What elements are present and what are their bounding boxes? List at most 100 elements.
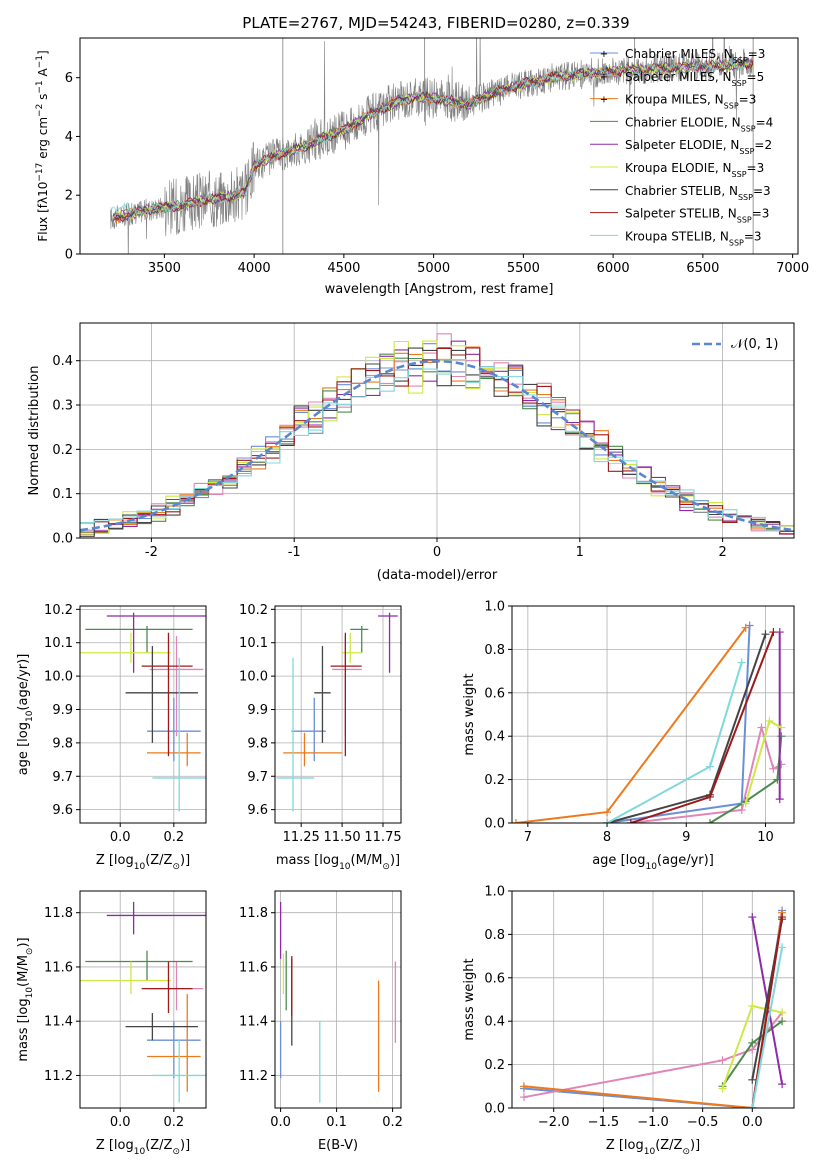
y-tick-label: 11.6 <box>239 960 268 975</box>
x-tick-label: 4000 <box>238 261 271 276</box>
label-part: 10 <box>134 862 146 872</box>
series-chabrier-stelib <box>748 915 787 1084</box>
series-marker <box>769 764 778 773</box>
x-tick-label: -1 <box>288 545 301 560</box>
label-part: ⊙ <box>172 862 180 872</box>
axes-frame <box>274 605 402 824</box>
y-axis-label: mass weight <box>462 958 477 1040</box>
errorbar-kroupa-miles <box>147 732 201 767</box>
y-axis-label: mass weight <box>462 673 477 755</box>
label-part: )] <box>16 937 31 947</box>
label-part: s <box>36 94 50 104</box>
label-part: A <box>36 68 50 81</box>
y-tick-label: 10.2 <box>44 603 73 618</box>
series-salpeter-stelib <box>626 628 778 823</box>
y-tick-label: 10.2 <box>239 603 268 618</box>
plot-area <box>519 906 787 1108</box>
y-tick-label: 0.4 <box>52 354 73 369</box>
plot-area <box>110 38 754 254</box>
y-tick-label: 0.2 <box>484 773 505 788</box>
label-part: ⊙ <box>172 1147 180 1157</box>
label-part: λ <box>36 197 50 204</box>
legend-label: Chabrier MILES, NSSP=3 <box>625 47 765 65</box>
y-tick-label: 9.9 <box>247 703 268 718</box>
series-marker <box>748 913 757 922</box>
errorbar-chabrier-miles <box>291 697 326 762</box>
label-part: 10 <box>25 987 35 999</box>
label-part: (Z/Z <box>145 1138 172 1153</box>
y-tick-label: 11.8 <box>239 906 268 921</box>
x-tick-label: −1.0 <box>637 1115 669 1130</box>
series-marker <box>603 808 612 817</box>
x-tick-label: −1.5 <box>588 1115 620 1130</box>
series-kroupa-elodie <box>741 717 786 808</box>
axes-frame <box>79 890 207 1109</box>
label-part: 10 <box>644 1147 656 1157</box>
x-tick-label: 0.0 <box>110 830 131 845</box>
legend-label: Kroupa ELODIE, NSSP=3 <box>625 161 764 179</box>
series-marker <box>745 621 754 630</box>
errorbar-kroupa-stelib <box>276 657 315 812</box>
series-chabrier-miles <box>603 621 754 823</box>
legend-count: =3 <box>739 93 757 107</box>
y-tick-label: 2 <box>65 189 73 204</box>
axes-mass_weight_vs_Z: −2.0 −1.5 −1.0 −0.5 0.0 0.0 0.2 0.4 0.6 0.8 1.0 Z [… <box>462 885 795 1157</box>
y-tick-label: 0.8 <box>484 643 505 658</box>
legend-sub: SSP <box>741 124 756 133</box>
legend-sub: SSP <box>724 101 739 110</box>
legend-sub: SSP <box>732 78 747 87</box>
y-tick-label: 9.8 <box>247 736 268 751</box>
x-axis-label: Z [log10(Z/Z⊙)] <box>96 853 190 872</box>
series-marker <box>741 799 750 808</box>
axes-frame <box>79 605 207 824</box>
errorbar-salpeter-miles <box>149 961 204 1011</box>
label-part: (age/yr)] <box>16 654 31 711</box>
errorbar-kroupa-miles <box>283 732 343 767</box>
errorbar-chabrier-miles <box>147 697 201 762</box>
legend-label: Chabrier ELODIE, NSSP=4 <box>625 115 773 132</box>
legend-count: =3 <box>752 207 770 221</box>
label-part: −1 <box>35 80 45 93</box>
x-tick-label: 6500 <box>686 261 719 276</box>
errorbar-salpeter-miles <box>332 636 362 737</box>
model-spectrum-kroupa-stelib <box>110 57 753 217</box>
x-tick-label: 3500 <box>148 261 181 276</box>
label-part: 10 <box>25 710 35 722</box>
y-tick-label: 0.2 <box>52 443 73 458</box>
legend-count: =3 <box>744 229 762 243</box>
series-marker <box>748 1002 757 1011</box>
label-part: ] <box>36 50 50 55</box>
series-line <box>630 631 775 823</box>
series-marker <box>777 723 786 732</box>
x-axis-label: mass [log10(M/M⊙)] <box>276 853 400 872</box>
legend-name: Kroupa ELODIE, N <box>625 161 732 175</box>
axes-mass_vs_ebv: 0.0 0.1 0.2 11.2 11.4 11.6 11.8 E(B-V) <box>239 890 403 1153</box>
y-axis-label: mass [log10(M/M⊙)] <box>16 937 35 1061</box>
x-tick-label: 7000 <box>776 261 809 276</box>
y-tick-label: 1.0 <box>484 600 505 615</box>
label-part: )] <box>180 853 190 868</box>
errorbar-salpeter-stelib <box>141 961 193 1014</box>
label-part: (Z/Z <box>655 1138 682 1153</box>
legend-name: Salpeter ELODIE, N <box>625 138 739 152</box>
y-tick-label: 0.3 <box>52 399 73 414</box>
x-tick-label: 9 <box>682 830 690 845</box>
label-part: (age/yr)] <box>657 853 714 868</box>
y-tick-label: 0.2 <box>484 1058 505 1073</box>
label-part: E(B-V) <box>318 1138 358 1153</box>
series-marker <box>512 819 520 823</box>
series-marker <box>748 1104 757 1108</box>
y-tick-label: 0.4 <box>484 1015 505 1030</box>
y-tick-label: 11.4 <box>44 1015 73 1030</box>
label-part: Flux [f <box>36 203 50 241</box>
label-part: mass [log <box>276 853 339 868</box>
errorbar-chabrier-stelib <box>314 646 331 743</box>
x-tick-label: 10 <box>757 830 774 845</box>
label-part: erg cm <box>36 117 50 163</box>
y-tick-label: 11.2 <box>239 1069 268 1084</box>
series-marker <box>775 795 784 804</box>
x-tick-label: 0.0 <box>742 1115 763 1130</box>
y-tick-label: 9.7 <box>52 770 73 785</box>
